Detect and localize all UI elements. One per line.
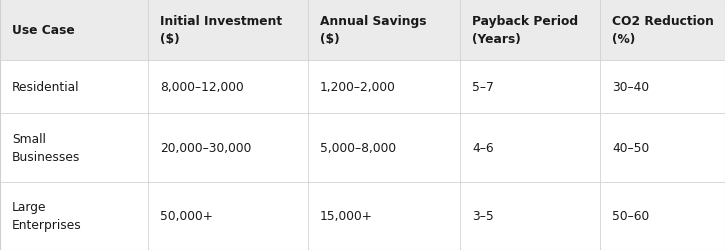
Bar xyxy=(460,60,600,114)
Bar xyxy=(600,182,725,250)
Text: 20,000–30,000: 20,000–30,000 xyxy=(160,142,252,154)
Text: 1,200–2,000: 1,200–2,000 xyxy=(320,80,396,94)
Bar xyxy=(308,114,460,182)
Bar xyxy=(0,114,148,182)
Text: 3–5: 3–5 xyxy=(472,210,494,222)
Bar xyxy=(600,0,725,60)
Bar xyxy=(148,0,308,60)
Text: Residential: Residential xyxy=(12,80,80,94)
Bar xyxy=(148,60,308,114)
Bar xyxy=(460,114,600,182)
Bar xyxy=(0,0,148,60)
Bar xyxy=(600,114,725,182)
Bar xyxy=(308,60,460,114)
Text: Small
Businesses: Small Businesses xyxy=(12,132,80,163)
Text: 15,000+: 15,000+ xyxy=(320,210,373,222)
Text: Payback Period
(Years): Payback Period (Years) xyxy=(472,15,578,46)
Text: CO2 Reduction
(%): CO2 Reduction (%) xyxy=(612,15,714,46)
Text: 50–60: 50–60 xyxy=(612,210,650,222)
Bar xyxy=(600,60,725,114)
Text: 50,000+: 50,000+ xyxy=(160,210,213,222)
Bar xyxy=(148,114,308,182)
Bar xyxy=(148,182,308,250)
Bar xyxy=(308,0,460,60)
Text: 5,000–8,000: 5,000–8,000 xyxy=(320,142,396,154)
Bar xyxy=(460,182,600,250)
Text: 5–7: 5–7 xyxy=(472,80,494,94)
Bar xyxy=(308,182,460,250)
Text: Annual Savings
($): Annual Savings ($) xyxy=(320,15,426,46)
Bar xyxy=(0,182,148,250)
Text: Large
Enterprises: Large Enterprises xyxy=(12,200,82,232)
Text: 4–6: 4–6 xyxy=(472,142,494,154)
Text: Initial Investment
($): Initial Investment ($) xyxy=(160,15,282,46)
Text: 30–40: 30–40 xyxy=(612,80,649,94)
Bar xyxy=(460,0,600,60)
Text: Use Case: Use Case xyxy=(12,24,75,37)
Text: 40–50: 40–50 xyxy=(612,142,650,154)
Text: 8,000–12,000: 8,000–12,000 xyxy=(160,80,244,94)
Bar xyxy=(0,60,148,114)
